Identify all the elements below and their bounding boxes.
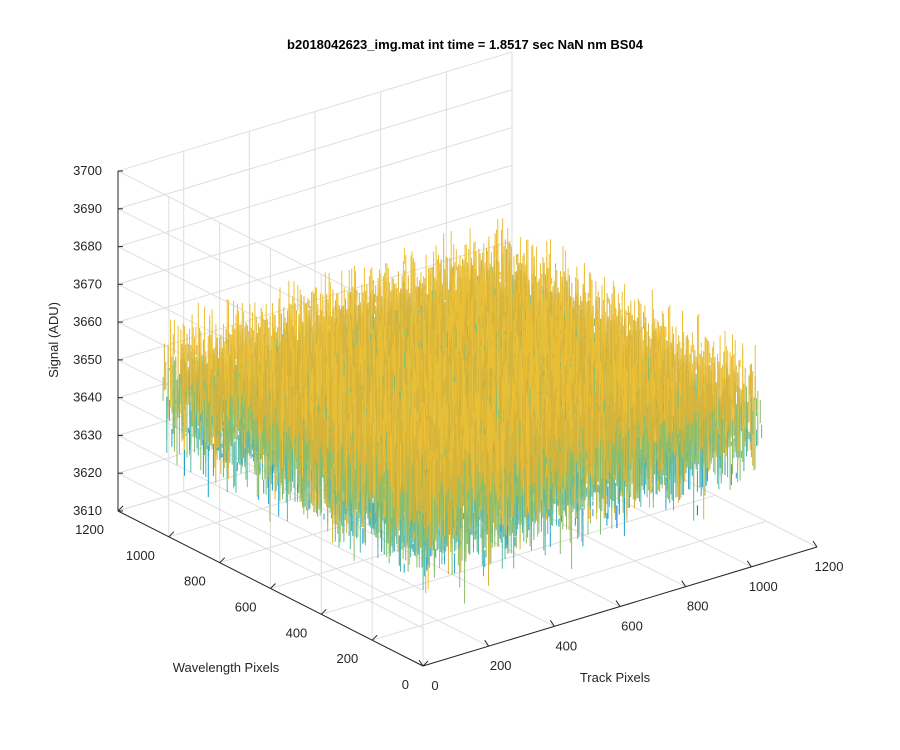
chart-title: b2018042623_img.mat int time = 1.8517 se…: [287, 37, 644, 52]
x-tick-label: 0: [431, 678, 438, 693]
surface-spike-row: [430, 343, 744, 541]
x-tick-mark: [681, 580, 687, 587]
x-tick-mark: [418, 659, 424, 667]
y-tick-label: 1200: [75, 522, 104, 537]
back-wall-grid-line: [117, 89, 513, 210]
z-tick-label: 3690: [73, 201, 102, 216]
z-tick-label: 3670: [73, 276, 102, 291]
y-tick-label: 1000: [126, 548, 155, 563]
x-tick-label: 1200: [815, 559, 844, 574]
x-axis-label: Track Pixels: [580, 670, 651, 685]
z-tick-label: 3680: [73, 239, 102, 254]
surface-spike-row: [426, 462, 737, 570]
z-tick-label: 3650: [73, 352, 102, 367]
y-tick-label: 800: [184, 574, 206, 589]
side-wall-grid-line: [117, 472, 424, 629]
surface-spike-row: [429, 374, 756, 586]
surface-spike-row: [506, 467, 708, 545]
back-wall-grid-line: [117, 127, 513, 248]
back-wall-grid-line: [117, 51, 513, 172]
y-tick-mark: [219, 557, 226, 564]
x-tick-label: 200: [490, 658, 512, 673]
z-tick-label: 3630: [73, 427, 102, 442]
floor-grid-line: [321, 494, 716, 615]
y-tick-label: 0: [402, 677, 409, 692]
x-tick-label: 400: [555, 638, 577, 653]
y-tick-mark: [371, 634, 378, 641]
z-axis-label: Signal (ADU): [46, 302, 61, 378]
back-wall-grid-line: [117, 164, 513, 285]
y-tick-label: 600: [235, 600, 257, 615]
floor-grid-line: [372, 520, 767, 641]
surface-spike-row: [425, 398, 761, 604]
back-wall-grid-line: [117, 202, 513, 323]
y-tick-label: 400: [286, 625, 308, 640]
z-tick-label: 3660: [73, 314, 102, 329]
x-tick-mark: [812, 540, 818, 548]
y-tick-mark: [320, 608, 327, 615]
tick-labels: 0 200 400 600 800 1000 1200 0 200 400 600 800 1000 12…: [73, 163, 843, 693]
y-tick-mark: [117, 505, 124, 512]
surface-data: [162, 218, 763, 604]
x-tick-label: 1000: [749, 579, 778, 594]
y-tick-mark: [168, 531, 175, 538]
y-tick-mark: [270, 583, 276, 589]
x-tick-mark: [615, 600, 621, 607]
axes-layer: [117, 170, 818, 667]
side-wall-grid-line: [117, 397, 424, 554]
y-axis-label: Wavelength Pixels: [173, 660, 280, 675]
y-tick-mark: [422, 660, 429, 667]
side-wall-grid-line: [117, 434, 424, 591]
z-tick-label: 3640: [73, 390, 102, 405]
x-tick-mark: [484, 639, 490, 647]
y-tick-label: 200: [336, 651, 358, 666]
x-tick-label: 800: [687, 599, 709, 614]
z-tick-label: 3700: [73, 163, 102, 178]
x-tick-label: 600: [621, 619, 643, 634]
z-tick-label: 3620: [73, 465, 102, 480]
x-tick-mark: [549, 620, 555, 627]
z-tick-label: 3610: [73, 503, 102, 518]
surface-spike-row: [422, 424, 763, 566]
x-tick-mark: [746, 560, 752, 568]
